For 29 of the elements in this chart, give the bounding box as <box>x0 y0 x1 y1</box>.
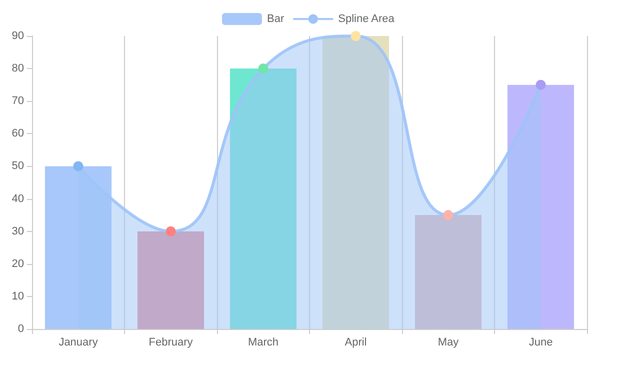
bar <box>230 68 297 329</box>
point <box>536 80 546 90</box>
y-tick-label: 80 <box>12 62 24 75</box>
legend-label: Bar <box>267 13 284 25</box>
point <box>166 226 176 236</box>
y-tick-label: 60 <box>12 128 24 140</box>
bar <box>322 36 390 329</box>
legend-label: Spline Area <box>338 13 396 25</box>
bar <box>507 84 574 329</box>
y-tick-label: 30 <box>12 225 24 238</box>
point <box>73 161 84 172</box>
point <box>350 31 361 41</box>
bar <box>414 215 482 329</box>
x-tick-label: June <box>528 336 553 348</box>
x-tick-label: April <box>344 336 367 348</box>
y-tick-label: 90 <box>12 30 24 42</box>
point <box>443 210 454 220</box>
y-tick-label: 50 <box>12 160 24 172</box>
x-tick-label: February <box>148 336 194 348</box>
bar <box>137 231 204 329</box>
y-tick-label: 10 <box>12 290 24 302</box>
x-tick-label: May <box>438 336 460 348</box>
y-tick-label: 0 <box>18 323 24 335</box>
y-tick-label: 20 <box>12 258 24 270</box>
point <box>258 64 268 74</box>
y-tick-label: 40 <box>12 192 24 205</box>
x-tick-label: March <box>248 336 279 348</box>
x-tick-label: January <box>58 336 98 348</box>
y-tick-label: 70 <box>12 95 24 108</box>
